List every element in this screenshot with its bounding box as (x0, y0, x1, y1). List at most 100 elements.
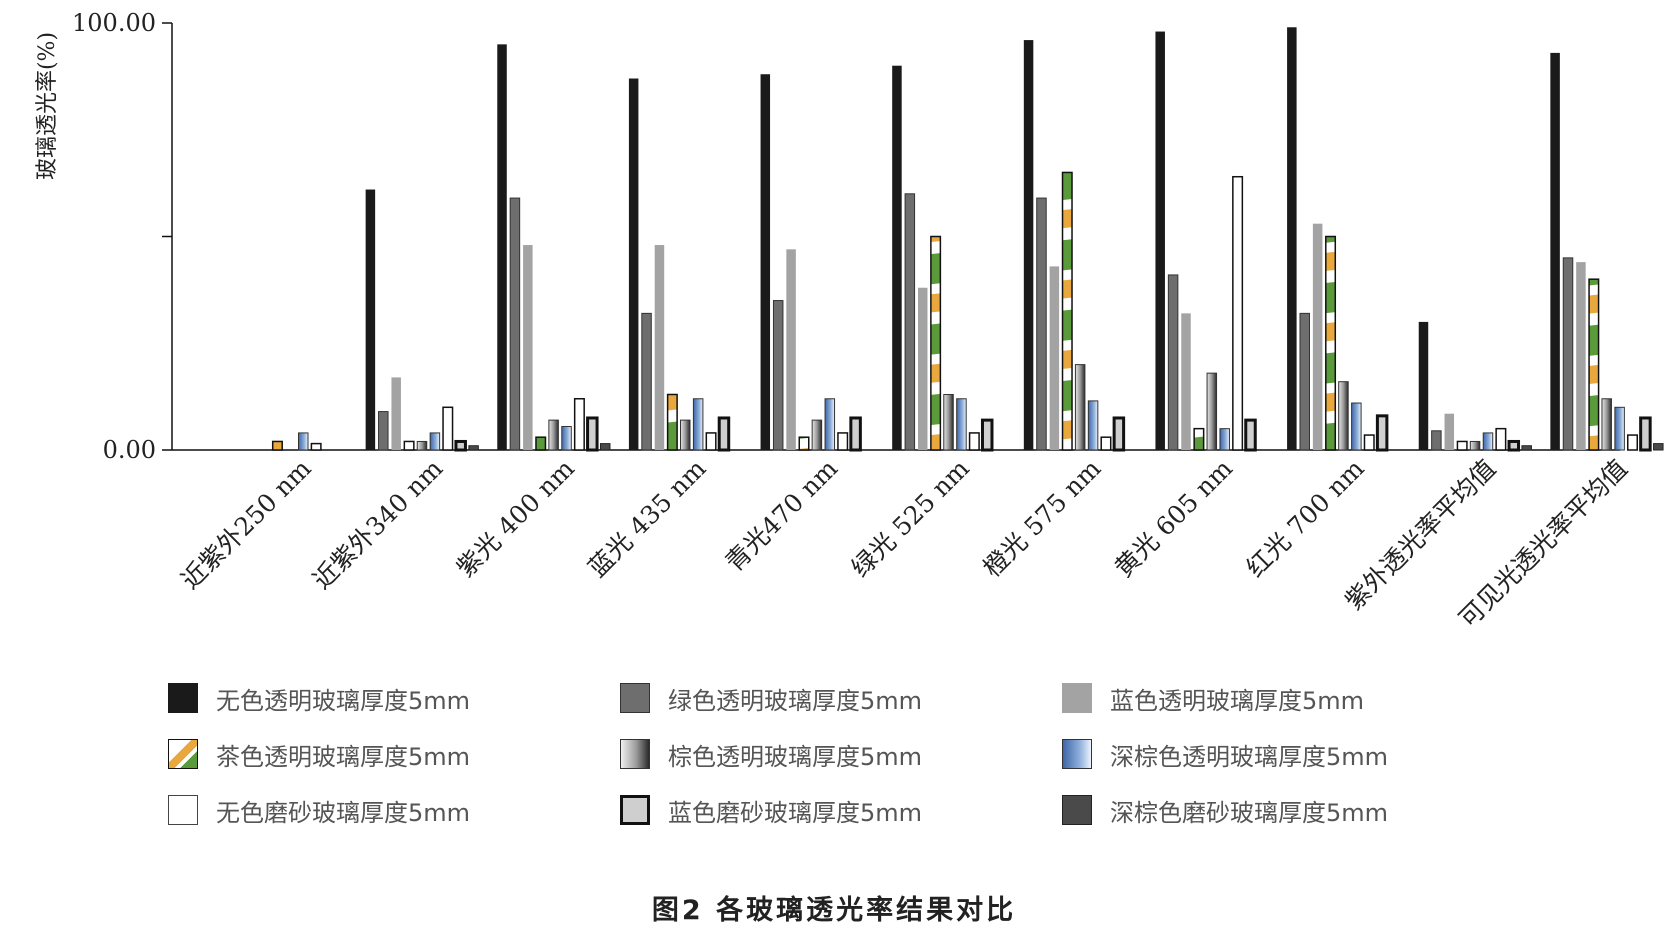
bar (980, 418, 994, 452)
bar (717, 416, 731, 452)
bar (1562, 257, 1574, 451)
bar (1507, 439, 1521, 452)
bar (468, 445, 479, 451)
bar (1193, 427, 1205, 451)
bar (1431, 430, 1442, 451)
bar (943, 393, 954, 451)
bar (956, 398, 967, 451)
bar (1219, 428, 1230, 451)
x-tick-label: 橙光 575 nm (977, 454, 1106, 583)
bar (1087, 400, 1099, 451)
x-tick-label: 蓝光 435 nm (583, 454, 712, 583)
x-tick-label: 近紫外250 nm (176, 454, 317, 595)
bar (930, 235, 942, 451)
bar (849, 416, 862, 452)
bar (786, 249, 796, 450)
y-tick-label: 0.00 (103, 436, 156, 464)
x-tick-label: 红光 700 nm (1241, 454, 1370, 583)
x-tick-label: 紫光 400 nm (451, 454, 580, 583)
x-tick-label: 近紫外340 nm (307, 454, 448, 595)
bar (416, 440, 428, 451)
bar (442, 406, 454, 451)
bar (391, 377, 401, 450)
bar (1074, 364, 1086, 451)
bar (1155, 31, 1165, 450)
bar (1049, 266, 1060, 450)
bar (535, 436, 547, 451)
bar (1112, 416, 1126, 452)
bar (561, 426, 572, 451)
bar (1325, 235, 1337, 451)
bar (378, 411, 389, 451)
bar (403, 440, 415, 451)
bar (1588, 278, 1600, 451)
bar (1100, 436, 1112, 451)
bar (654, 245, 665, 450)
bar (824, 398, 836, 451)
bar (1206, 372, 1218, 451)
bar (509, 197, 521, 451)
bar (548, 419, 559, 451)
bar (271, 440, 283, 451)
bar (628, 78, 639, 450)
bar (1469, 440, 1481, 451)
bar (1181, 313, 1191, 450)
bar (837, 432, 849, 451)
y-tick-label: 100.00 (72, 9, 156, 37)
bar (1036, 197, 1047, 451)
bar (1351, 402, 1362, 451)
bar (666, 393, 678, 451)
y-axis-label: 玻璃透光率(%) (35, 32, 60, 180)
x-tick-label: 黄光 605 nm (1109, 454, 1238, 583)
bar (298, 432, 309, 451)
bar (811, 419, 823, 451)
bar (798, 436, 810, 451)
bar (1576, 262, 1586, 450)
bar (1639, 416, 1652, 452)
bar (1521, 445, 1532, 451)
bar (1495, 427, 1507, 451)
bar (892, 65, 902, 450)
bar (1312, 223, 1323, 450)
figure-caption: 图2 各玻璃透光率结果对比 (651, 895, 1017, 926)
bar (1287, 27, 1297, 451)
bar (772, 300, 784, 451)
bar (968, 432, 980, 451)
bar (523, 245, 533, 450)
bar (1338, 381, 1349, 451)
bar (705, 432, 717, 451)
x-tick-label: 绿光 525 nm (846, 454, 975, 583)
bar (641, 312, 652, 451)
bar (917, 287, 928, 450)
bar (1456, 440, 1468, 451)
bar (599, 443, 611, 451)
bar (904, 193, 916, 451)
bar (497, 44, 507, 450)
bar (1363, 434, 1375, 451)
bar (1653, 443, 1664, 451)
x-tick-label: 青光470 nm (720, 454, 844, 578)
bar (692, 398, 704, 451)
bar (429, 432, 441, 451)
bar (1550, 52, 1560, 450)
bar (1444, 413, 1455, 450)
bar (1375, 414, 1389, 452)
bar (1627, 434, 1639, 451)
bar (310, 442, 322, 451)
bar (1614, 406, 1625, 451)
bar (1244, 418, 1257, 452)
bar (1482, 432, 1494, 451)
bar (1061, 171, 1073, 451)
bar (680, 419, 691, 451)
bar (1299, 312, 1310, 451)
bar (760, 74, 771, 451)
bar (365, 189, 376, 450)
bar (1023, 40, 1034, 450)
bar (586, 416, 599, 452)
bar (1601, 398, 1612, 451)
bar (1418, 321, 1429, 450)
bar (1232, 175, 1244, 451)
bar (1167, 274, 1179, 451)
bar (454, 439, 467, 452)
